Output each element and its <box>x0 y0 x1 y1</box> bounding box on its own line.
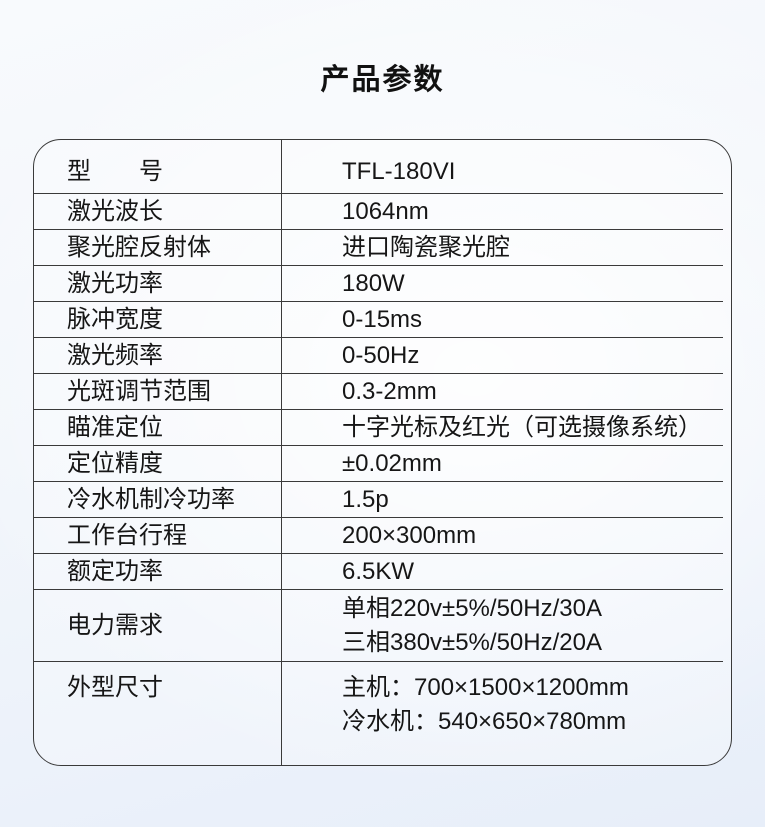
spec-label: 聚光腔反射体 <box>67 234 211 261</box>
spec-value: TFL-180VI <box>342 158 456 185</box>
table-row-frequency: 激光频率 0-50Hz <box>34 338 731 374</box>
table-row-dimensions: 外型尺寸 主机：700×1500×1200mm 冷水机：540×650×780m… <box>34 662 731 765</box>
spec-label: 瞄准定位 <box>67 414 163 441</box>
page-title: 产品参数 <box>320 64 445 96</box>
table-row-laser-power: 激光功率 180W <box>34 266 731 302</box>
spec-label: 脉冲宽度 <box>67 306 163 333</box>
spec-value: 十字光标及红光（可选摄像系统） <box>342 414 702 441</box>
spec-value-line-1: 单相220v±5%/50Hz/30A <box>342 595 602 622</box>
table-row-aiming: 瞄准定位 十字光标及红光（可选摄像系统） <box>34 410 731 446</box>
table-row-reflector: 聚光腔反射体 进口陶瓷聚光腔 <box>34 230 731 266</box>
spec-label: 外型尺寸 <box>67 674 163 701</box>
spec-label: 额定功率 <box>67 558 163 585</box>
spec-label: 激光波长 <box>67 198 163 225</box>
spec-label: 工作台行程 <box>67 522 187 549</box>
table-row-rated-power: 额定功率 6.5KW <box>34 554 731 590</box>
spec-label: 冷水机制冷功率 <box>67 486 235 513</box>
spec-value-line-1: 主机：700×1500×1200mm <box>342 674 629 701</box>
spec-value: 0-15ms <box>342 306 423 333</box>
spec-value: 进口陶瓷聚光腔 <box>342 234 510 261</box>
table-row-worktable-travel: 工作台行程 200×300mm <box>34 518 731 554</box>
spec-value: 0-50Hz <box>342 342 420 369</box>
spec-value: 单相220v±5%/50Hz/30A 三相380v±5%/50Hz/20A <box>281 592 731 660</box>
spec-label: 光斑调节范围 <box>67 378 211 405</box>
spec-label: 定位精度 <box>67 450 163 477</box>
table-row-power-requirement: 电力需求 单相220v±5%/50Hz/30A 三相380v±5%/50Hz/2… <box>34 590 731 662</box>
spec-value: 6.5KW <box>342 558 415 585</box>
product-spec-table: 型 号 TFL-180VI 激光波长 1064nm 聚光腔反射体 进口陶瓷聚光腔… <box>33 139 732 766</box>
spec-label: 电力需求 <box>67 612 163 639</box>
spec-value: 主机：700×1500×1200mm 冷水机：540×650×780mm <box>281 671 731 739</box>
spec-value: 1.5p <box>342 486 389 513</box>
spec-value: 180W <box>342 270 405 297</box>
table-row-chiller-power: 冷水机制冷功率 1.5p <box>34 482 731 518</box>
column-divider <box>281 140 282 765</box>
table-row-accuracy: 定位精度 ±0.02mm <box>34 446 731 482</box>
table-row-spot-range: 光斑调节范围 0.3-2mm <box>34 374 731 410</box>
spec-label: 型 号 <box>67 158 163 185</box>
spec-value: 0.3-2mm <box>342 378 437 405</box>
spec-value-line-2: 三相380v±5%/50Hz/20A <box>342 629 602 656</box>
spec-value: 1064nm <box>342 198 429 225</box>
spec-value: ±0.02mm <box>342 450 442 477</box>
table-row-pulse-width: 脉冲宽度 0-15ms <box>34 302 731 338</box>
spec-value: 200×300mm <box>342 522 477 549</box>
table-row-wavelength: 激光波长 1064nm <box>34 194 731 230</box>
spec-value-line-2: 冷水机：540×650×780mm <box>342 708 627 735</box>
table-row-model: 型 号 TFL-180VI <box>34 140 731 194</box>
spec-label: 激光功率 <box>67 270 163 297</box>
spec-label: 激光频率 <box>67 342 163 369</box>
